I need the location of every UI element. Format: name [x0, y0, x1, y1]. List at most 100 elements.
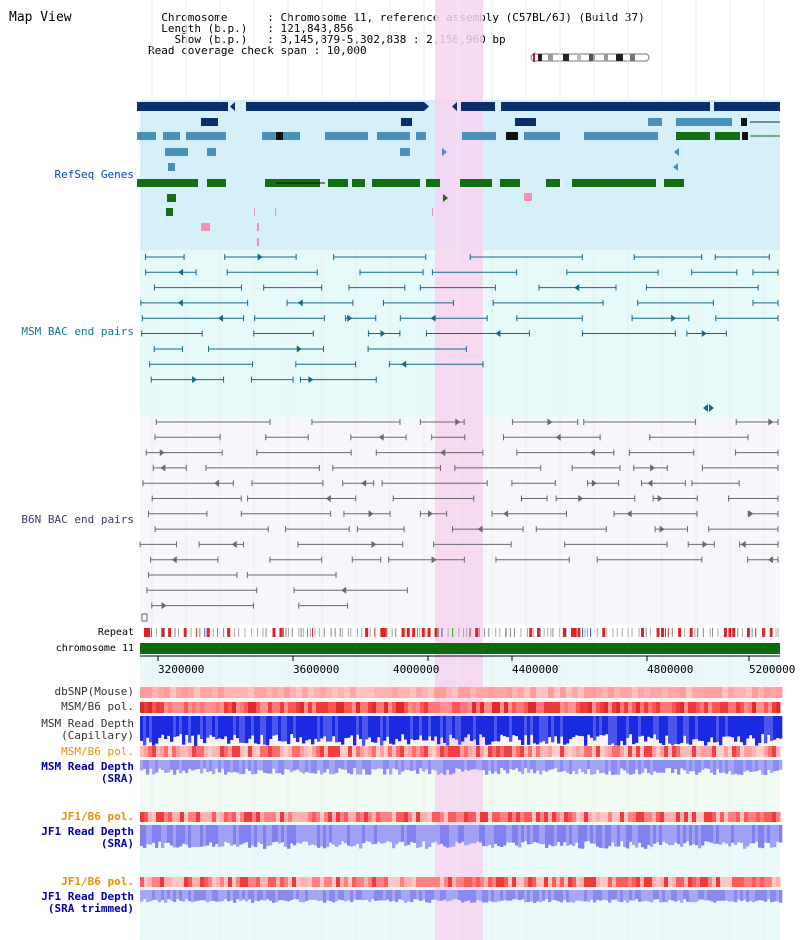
msm-pol2-cell [524, 746, 529, 757]
track-label-jf1-depth-trimmed[interactable]: JF1 Read Depth [41, 890, 134, 903]
track-label-msm-b6-pol[interactable]: MSM/B6 pol. [61, 700, 134, 713]
track-label-b6n-bac[interactable]: B6N BAC end pairs [21, 513, 134, 526]
msm-depth-cap-bar [314, 716, 318, 739]
track-label-refseq[interactable]: RefSeq Genes [54, 168, 134, 181]
jf1-pol-cell [524, 812, 529, 822]
msm-depth-sra-bar [140, 760, 144, 771]
msm-depth-sra-bar [176, 760, 180, 770]
msm-depth-cap-bar [332, 716, 336, 737]
msm-pol-cell [496, 702, 501, 713]
jf1-depth-sra-bar [740, 825, 744, 843]
track-label-chromosome[interactable]: chromosome 11 [55, 643, 134, 654]
jf1-depth-sra-bar [431, 825, 435, 843]
jf1-depth-sra-bar [536, 825, 540, 843]
jf1-pol-cell [608, 812, 613, 822]
jf1-pol2-cell [508, 877, 513, 887]
msm-pol-cell [236, 702, 241, 713]
msm-pol2-cell [352, 746, 357, 757]
track-label-repeat[interactable]: Repeat [97, 627, 134, 638]
msm-depth-cap-bar [530, 716, 534, 735]
gene-exon [186, 132, 226, 140]
track-label-msm-depth-sra[interactable]: MSM Read Depth [41, 760, 134, 773]
msm-pol-cell [512, 702, 517, 713]
msm-depth-sra-bar [404, 760, 408, 770]
msm-depth-sra-bar [377, 760, 381, 769]
track-label-jf1-b6-pol[interactable]: JF1/B6 pol. [61, 810, 134, 823]
gene-strand-arrow [547, 418, 553, 426]
gene-strand-arrow [591, 479, 597, 487]
highlight-region[interactable] [435, 0, 483, 940]
gene-strand-arrow [703, 404, 708, 412]
jf1-depth-sra-bar [611, 825, 615, 843]
track-label-msm-bac[interactable]: MSM BAC end pairs [21, 325, 134, 338]
msm-depth-sra-bar [512, 760, 516, 770]
msm-pol-cell [148, 702, 153, 713]
gene-strand-arrow [368, 510, 374, 518]
msm-depth-cap-bar [389, 716, 393, 744]
track-label-msm-depth-capillary[interactable]: MSM Read Depth [41, 717, 134, 730]
msm-depth-sra-bar [698, 760, 702, 773]
jf1-depth-sra-bar [359, 825, 363, 849]
msm-depth-cap-bar [497, 716, 501, 742]
msm-pol2-cell [448, 746, 453, 757]
jf1-depth-trim-bar [536, 890, 540, 902]
msm-pol2-cell [160, 746, 165, 757]
msm-pol2-cell [424, 746, 429, 757]
repeat-element [347, 628, 349, 637]
jf1-depth-trim-bar [335, 890, 339, 902]
jf1-pol-cell [156, 812, 161, 822]
jf1-pol-cell [776, 812, 781, 822]
jf1-depth-trim-bar [650, 890, 654, 903]
jf1-depth-trim-bar [728, 890, 732, 902]
dbsnp-cell [416, 687, 423, 698]
jf1-pol-cell [656, 812, 661, 822]
msm-depth-cap-bar [689, 716, 693, 745]
jf1-depth-trim-bar [530, 890, 534, 902]
dbsnp-cell [518, 687, 525, 698]
msm-depth-sra-bar [152, 760, 156, 775]
jf1-depth-sra-bar [680, 825, 684, 847]
jf1-pol-cell [300, 812, 305, 822]
gene-strand-arrow [424, 102, 429, 111]
dbsnp-cell [500, 687, 507, 698]
msm-depth-cap-bar [665, 716, 669, 736]
repeat-element [664, 628, 666, 637]
jf1-depth-trim-bar [611, 890, 615, 900]
track-label-msm-b6-pol-2[interactable]: MSM/B6 pol. [61, 745, 134, 758]
msm-depth-sra-bar [710, 760, 714, 773]
msm-depth-sra-bar [314, 760, 318, 774]
track-label-msm-depth-sra-sub: (SRA) [100, 772, 134, 785]
repeat-element [251, 628, 253, 637]
jf1-pol-cell [468, 812, 473, 822]
jf1-pol2-cell [364, 877, 369, 887]
track-label-jf1-b6-pol-2[interactable]: JF1/B6 pol. [61, 875, 134, 888]
track-label-jf1-depth-sra[interactable]: JF1 Read Depth [41, 825, 134, 838]
jf1-pol2-cell [448, 877, 453, 887]
jf1-depth-trim-bar [473, 890, 477, 903]
jf1-depth-trim-bar [614, 890, 618, 900]
jf1-depth-trim-bar [299, 890, 303, 903]
gene-strand-arrow [503, 510, 509, 518]
dbsnp-cell [764, 687, 771, 698]
msm-depth-sra-bar [542, 760, 546, 771]
msm-pol-cell [400, 702, 405, 713]
msm-pol2-cell [604, 746, 609, 757]
jf1-pol-cell [372, 812, 377, 822]
jf1-pol-cell [600, 812, 605, 822]
jf1-depth-trim-bar [722, 890, 726, 901]
jf1-pol-cell [660, 812, 665, 822]
msm-depth-sra-bar [395, 760, 399, 770]
jf1-pol-cell [432, 812, 437, 822]
msm-pol2-cell [168, 746, 173, 757]
jf1-pol2-cell [160, 877, 165, 887]
track-label-dbsnp[interactable]: dbSNP(Mouse) [54, 685, 134, 698]
msm-pol2-cell [184, 746, 189, 757]
msm-depth-cap-bar [680, 716, 684, 743]
jf1-pol-cell [620, 812, 625, 822]
jf1-pol-cell [464, 812, 469, 822]
jf1-pol-cell [584, 812, 589, 822]
jf1-depth-trim-bar [164, 890, 168, 903]
msm-depth-cap-bar [236, 716, 240, 739]
jf1-pol2-cell [328, 877, 333, 887]
